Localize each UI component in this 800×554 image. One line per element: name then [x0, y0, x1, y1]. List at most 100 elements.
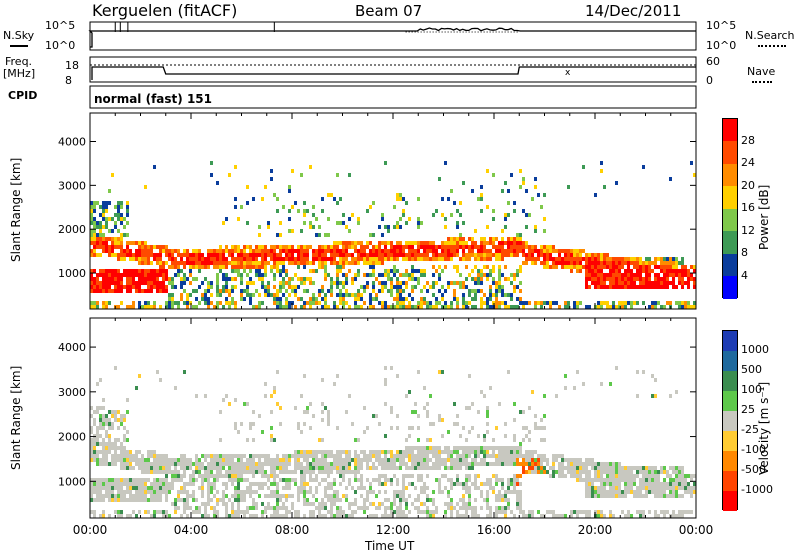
- heatmap-cell: [195, 506, 198, 510]
- heatmap-cell: [639, 486, 642, 490]
- heatmap-cell: [273, 438, 276, 442]
- heatmap-cell: [399, 253, 402, 257]
- heatmap-cell: [462, 506, 465, 510]
- heatmap-cell: [348, 506, 351, 510]
- heatmap-cell: [204, 514, 207, 518]
- heatmap-cell: [540, 438, 543, 442]
- heatmap-cell: [528, 454, 531, 458]
- heatmap-cell: [471, 269, 474, 273]
- heatmap-cell: [495, 506, 498, 510]
- heatmap-cell: [321, 249, 324, 253]
- heatmap-cell: [396, 426, 399, 430]
- heatmap-cell: [609, 462, 612, 466]
- heatmap-cell: [444, 502, 447, 506]
- heatmap-cell: [693, 474, 696, 478]
- heatmap-cell: [516, 249, 519, 253]
- heatmap-cell: [354, 462, 357, 466]
- heatmap-cell: [105, 285, 108, 289]
- heatmap-cell: [579, 253, 582, 257]
- heatmap-cell: [468, 446, 471, 450]
- heatmap-cell: [459, 237, 462, 241]
- heatmap-cell: [138, 269, 141, 273]
- heatmap-cell: [231, 297, 234, 301]
- heatmap-cell: [423, 446, 426, 450]
- x-tick-label: 04:00: [174, 523, 209, 537]
- heatmap-cell: [282, 277, 285, 281]
- heatmap-cell: [111, 253, 114, 257]
- heatmap-cell: [618, 281, 621, 285]
- heatmap-cell: [435, 301, 438, 305]
- heatmap-cell: [90, 269, 93, 273]
- heatmap-cell: [93, 301, 96, 305]
- heatmap-cell: [384, 305, 387, 309]
- heatmap-cell: [336, 173, 339, 177]
- heatmap-cell: [174, 273, 177, 277]
- heatmap-cell: [147, 285, 150, 289]
- heatmap-cell: [513, 253, 516, 257]
- heatmap-cell: [138, 466, 141, 470]
- heatmap-cell: [441, 490, 444, 494]
- power-heatmap-cells: [90, 161, 696, 309]
- heatmap-cell: [603, 281, 606, 285]
- heatmap-cell: [387, 277, 390, 281]
- heatmap-cell: [102, 273, 105, 277]
- heatmap-cell: [126, 454, 129, 458]
- heatmap-cell: [315, 297, 318, 301]
- heatmap-cell: [363, 430, 366, 434]
- heatmap-cell: [459, 482, 462, 486]
- heatmap-cell: [642, 514, 645, 518]
- heatmap-cell: [591, 466, 594, 470]
- heatmap-cell: [339, 458, 342, 462]
- heatmap-cell: [657, 265, 660, 269]
- heatmap-cell: [138, 261, 141, 265]
- heatmap-cell: [519, 233, 522, 237]
- heatmap-cell: [318, 450, 321, 454]
- heatmap-cell: [438, 301, 441, 305]
- heatmap-cell: [138, 257, 141, 261]
- heatmap-cell: [357, 297, 360, 301]
- heatmap-cell: [549, 253, 552, 257]
- heatmap-cell: [519, 265, 522, 269]
- heatmap-cell: [630, 281, 633, 285]
- heatmap-cell: [93, 225, 96, 229]
- heatmap-cell: [510, 253, 513, 257]
- heatmap-cell: [387, 225, 390, 229]
- heatmap-cell: [393, 458, 396, 462]
- heatmap-cell: [531, 245, 534, 249]
- heatmap-cell: [585, 494, 588, 498]
- heatmap-cell: [390, 277, 393, 281]
- heatmap-cell: [156, 510, 159, 514]
- heatmap-cell: [609, 269, 612, 273]
- heatmap-cell: [474, 478, 477, 482]
- heatmap-cell: [102, 217, 105, 221]
- heatmap-cell: [678, 273, 681, 277]
- heatmap-cell: [615, 478, 618, 482]
- heatmap-cell: [312, 253, 315, 257]
- heatmap-cell: [159, 458, 162, 462]
- heatmap-cell: [228, 261, 231, 265]
- heatmap-cell: [234, 245, 237, 249]
- heatmap-cell: [171, 253, 174, 257]
- heatmap-cell: [132, 494, 135, 498]
- heatmap-cell: [459, 285, 462, 289]
- heatmap-cell: [234, 398, 237, 402]
- heatmap-cell: [483, 438, 486, 442]
- heatmap-cell: [144, 253, 147, 257]
- heatmap-cell: [108, 285, 111, 289]
- heatmap-cell: [486, 257, 489, 261]
- heatmap-cell: [342, 494, 345, 498]
- heatmap-cell: [126, 498, 129, 502]
- heatmap-cell: [123, 490, 126, 494]
- heatmap-cell: [426, 494, 429, 498]
- heatmap-cell: [114, 253, 117, 257]
- heatmap-cell: [93, 514, 96, 518]
- heatmap-cell: [660, 490, 663, 494]
- heatmap-cell: [90, 478, 93, 482]
- heatmap-cell: [114, 450, 117, 454]
- heatmap-cell: [552, 470, 555, 474]
- heatmap-cell: [267, 462, 270, 466]
- heatmap-cell: [270, 474, 273, 478]
- heatmap-cell: [366, 454, 369, 458]
- heatmap-cell: [561, 257, 564, 261]
